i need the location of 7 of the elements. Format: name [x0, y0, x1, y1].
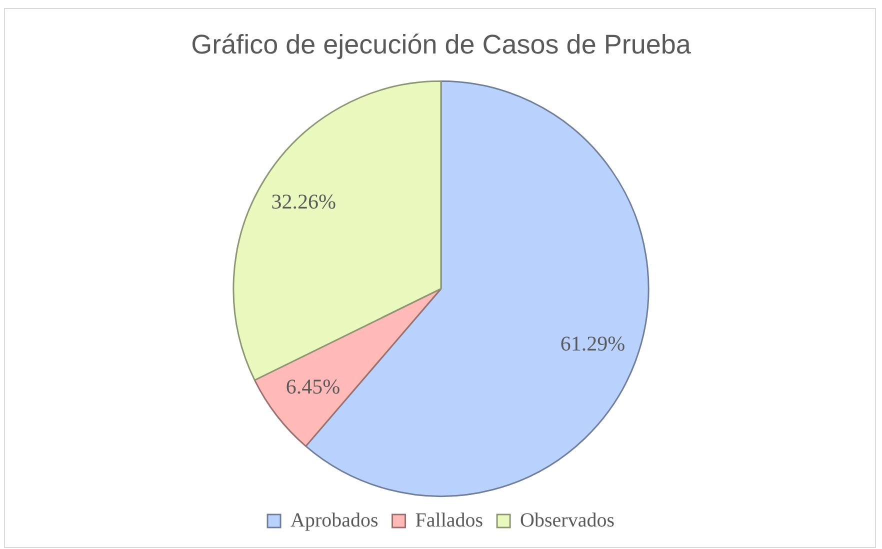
legend-label: Fallados [415, 509, 484, 532]
data-label: 61.29% [560, 331, 626, 356]
data-label: 6.45% [286, 374, 340, 398]
chart-title: Gráfico de ejecución de Casos de Prueba [191, 30, 692, 60]
legend-label: Observados [520, 509, 615, 532]
legend-label: Aprobados [290, 509, 378, 532]
data-label: 32.26% [271, 190, 336, 214]
